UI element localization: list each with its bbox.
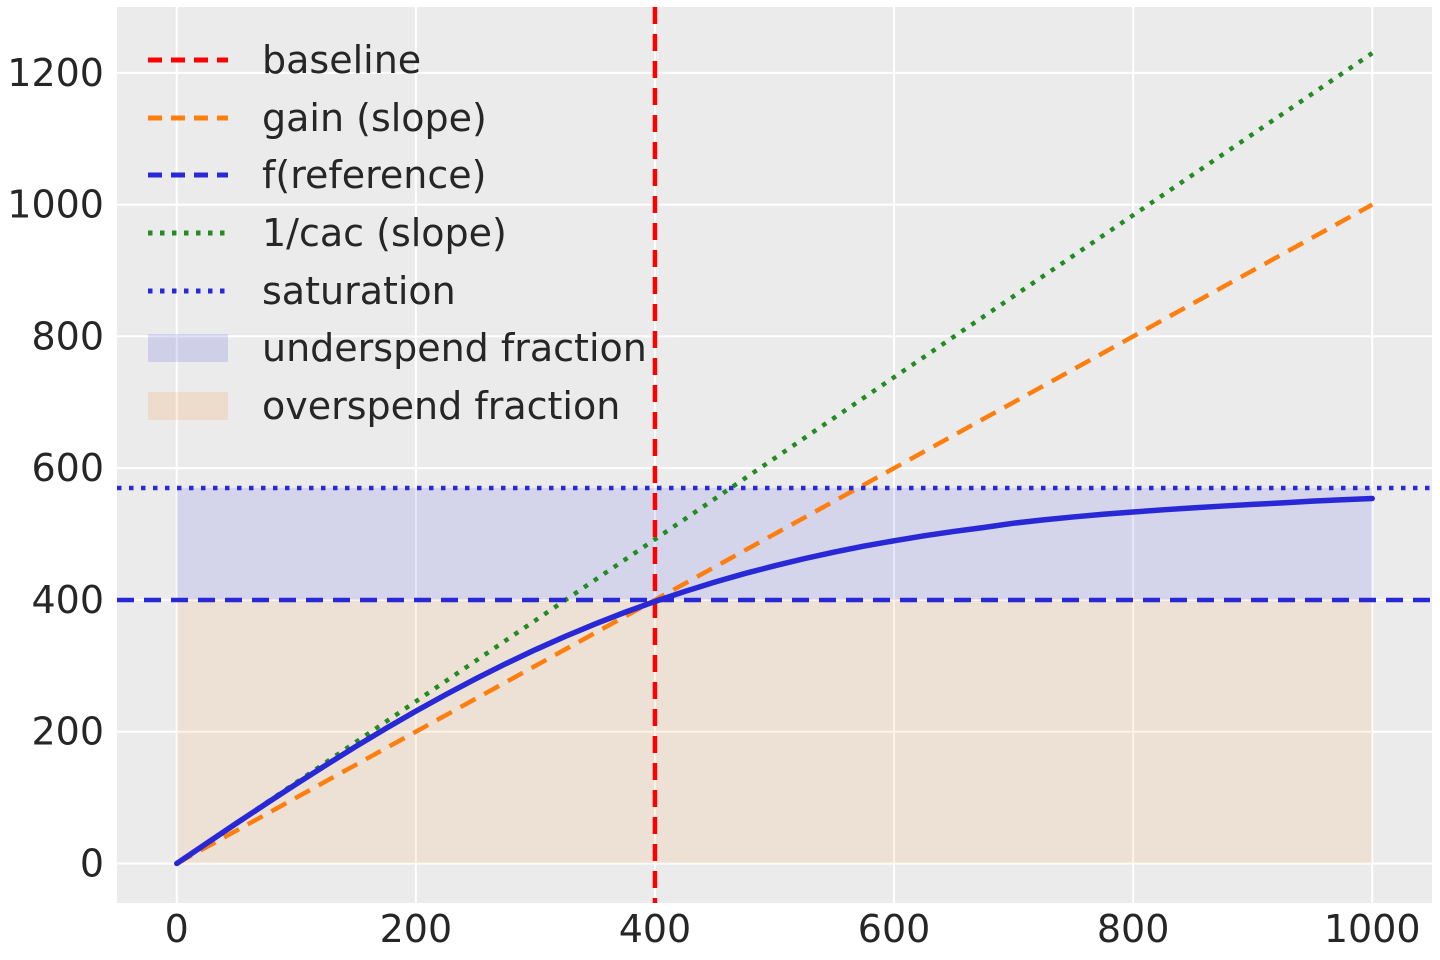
legend-label: gain (slope)	[262, 95, 487, 140]
legend-patch	[148, 391, 228, 420]
chart-legend: baseline gain (slope) f(reference) 1/cac…	[148, 31, 647, 435]
overspend-fraction-band	[176, 599, 1373, 864]
legend-item-underspend-fraction: underspend fraction	[148, 319, 647, 377]
legend-label: f(reference)	[262, 153, 487, 198]
response-curve	[174, 495, 1375, 867]
legend-item-inverse-cac-slope: 1/cac (slope)	[148, 204, 647, 262]
y-tick-label: 1000	[7, 183, 104, 227]
legend-label: underspend fraction	[262, 326, 647, 371]
y-tick-label: 200	[31, 710, 104, 754]
legend-label: saturation	[262, 268, 456, 313]
legend-dotted-line-swatch	[148, 286, 228, 296]
legend-dashed-line-swatch	[148, 113, 228, 123]
legend-patch-swatch	[148, 391, 228, 420]
legend-item-baseline: baseline	[148, 31, 647, 89]
x-tick-label: 600	[858, 907, 931, 951]
legend-dashed-line-swatch	[148, 55, 228, 65]
legend-label: overspend fraction	[262, 383, 621, 428]
x-tick-label: 1000	[1324, 907, 1421, 951]
legend-label: 1/cac (slope)	[262, 210, 507, 255]
1-cac-slope--line	[175, 51, 1374, 866]
y-tick-label: 0	[80, 841, 104, 885]
x-tick-label: 800	[1097, 907, 1170, 951]
legend-label: baseline	[262, 37, 422, 82]
legend-item-saturation: saturation	[148, 262, 647, 320]
x-tick-label: 400	[619, 907, 692, 951]
legend-item-f-reference: f(reference)	[148, 146, 647, 204]
legend-item-gain-slope: gain (slope)	[148, 89, 647, 147]
legend-patch-swatch	[148, 334, 228, 363]
x-tick-label: 0	[165, 907, 189, 951]
legend-item-overspend-fraction: overspend fraction	[148, 377, 647, 435]
y-tick-label: 400	[31, 578, 104, 622]
x-tick-label: 200	[380, 907, 453, 951]
legend-patch	[148, 334, 228, 363]
y-tick-label: 1200	[7, 51, 104, 95]
legend-dotted-line-swatch	[148, 228, 228, 238]
y-tick-label: 800	[31, 314, 104, 358]
underspend-fraction-band	[176, 487, 1373, 600]
gain-slope--line	[175, 202, 1374, 866]
legend-dashed-line-swatch	[148, 170, 228, 180]
y-tick-label: 600	[31, 446, 104, 490]
